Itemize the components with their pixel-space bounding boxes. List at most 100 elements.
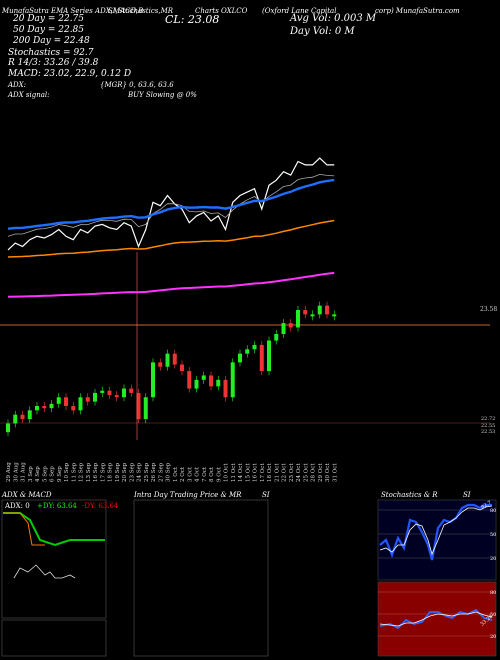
stoch-label: Stochastics = 92.7 xyxy=(8,48,94,58)
candle-body xyxy=(180,364,184,372)
date-label: 17 Oct xyxy=(260,463,266,482)
rsi-signal-line xyxy=(379,611,493,627)
date-label: 19 Sep xyxy=(115,462,121,482)
date-label: 27 Sep xyxy=(158,462,164,482)
header-site: corp) MunafaSutra.com xyxy=(375,7,460,15)
candle-body xyxy=(288,323,293,328)
avg-vol: Avg Vol: 0.003 M xyxy=(290,13,377,24)
candle-body xyxy=(151,362,155,398)
date-label: 31 Aug xyxy=(21,462,27,482)
date-label: 20 Sep xyxy=(122,462,128,482)
candle-body xyxy=(165,353,170,367)
buy-label: BUY Slowing @ 0% xyxy=(128,91,197,99)
adx-signal-label: ADX signal: xyxy=(8,91,50,99)
date-label: 26 Sep xyxy=(151,462,157,482)
stoch-d-line xyxy=(379,505,493,556)
ema5-line xyxy=(7,173,335,237)
candle-body xyxy=(267,340,271,372)
date-label: 2 Oct xyxy=(180,466,186,482)
candle-body xyxy=(78,397,83,411)
intraday-panel xyxy=(133,499,269,657)
date-label: 4 Sep xyxy=(35,466,41,482)
date-label: 11 Oct xyxy=(231,463,237,482)
macd-label: MACD: 23.02, 22.9, 0.12 D xyxy=(8,69,132,79)
rsi-panel xyxy=(377,581,497,657)
price-line xyxy=(7,157,335,251)
candle-body xyxy=(49,403,54,409)
stoch-value: 92.7 xyxy=(480,500,493,511)
candle-body xyxy=(6,423,10,433)
candle-body xyxy=(245,349,250,354)
stoch-level-label: 20 xyxy=(490,556,496,562)
ema50-label: 50 Day = 22.85 xyxy=(13,25,85,35)
date-label: 28 Oct xyxy=(311,463,317,482)
date-label: 13 Sep xyxy=(86,462,92,482)
macd-line xyxy=(13,564,76,579)
date-label: 15 Oct xyxy=(245,463,251,482)
intraday-title: Intra Day Trading Price & MR xyxy=(134,491,242,499)
candle-body xyxy=(296,310,300,328)
candle-body xyxy=(71,406,76,411)
candle-body xyxy=(317,305,322,315)
candle-body xyxy=(223,379,228,398)
candle-body xyxy=(20,414,25,420)
candle-body xyxy=(136,392,141,420)
price-label-4: 22.53 xyxy=(481,429,496,435)
rsi-level-label: 20 xyxy=(490,634,496,640)
candle-body xyxy=(64,397,68,406)
date-label: 4 Oct xyxy=(195,466,201,482)
price-label-2: 22.72 xyxy=(481,416,496,422)
date-label: 17 Sep xyxy=(100,462,106,482)
mgr-label: {MGR} 0, 63.6, 63.6 xyxy=(100,81,174,89)
candle-body xyxy=(201,375,206,380)
date-label: 9 Oct xyxy=(216,466,222,482)
header-indicators: SI,Stochastics,MR xyxy=(108,7,174,15)
candle-body xyxy=(13,414,18,424)
candle-body xyxy=(209,375,213,387)
candle-body xyxy=(107,390,112,396)
stoch-panel xyxy=(377,499,497,581)
date-label: 24 Sep xyxy=(137,462,143,482)
date-label: 3 Oct xyxy=(187,466,193,482)
candle-body xyxy=(143,397,148,420)
date-label: 8 Oct xyxy=(209,466,215,482)
candle-body xyxy=(216,379,221,387)
macd-panel xyxy=(1,619,107,657)
candle-body xyxy=(114,395,119,398)
rsi-level-label: 50 xyxy=(490,612,496,618)
adx-panel xyxy=(1,499,107,619)
date-label: 23 Sep xyxy=(129,462,135,482)
header-tags: MunafaSutra EMA Series ADX,MACD,B xyxy=(2,7,144,15)
adx-macd-title: ADX & MACD xyxy=(2,491,52,499)
date-label: 16 Oct xyxy=(253,463,259,482)
date-label: 29 Aug xyxy=(6,462,12,482)
date-label: 6 Sep xyxy=(50,466,56,482)
date-label: 3 Sep xyxy=(28,466,34,482)
stoch-k-line xyxy=(379,503,492,561)
rsi-level-label: 80 xyxy=(490,590,496,596)
date-label: 18 Sep xyxy=(108,462,114,482)
date-label: 21 Oct xyxy=(274,463,280,482)
date-label: 16 Sep xyxy=(93,462,99,482)
r-label: R 14/3: 33.26 / 39.8 xyxy=(8,58,99,68)
candle-body xyxy=(158,362,163,367)
adx-value: ADX: 0 xyxy=(5,502,30,510)
stoch-si: SI xyxy=(463,491,471,499)
ema200-label: 200 Day = 22.48 xyxy=(13,36,90,46)
date-label: 30 Sep xyxy=(166,462,172,482)
date-label: 14 Oct xyxy=(238,463,244,482)
candle-body xyxy=(27,410,32,420)
date-label: 10 Oct xyxy=(224,463,230,482)
date-label: 24 Oct xyxy=(296,463,302,482)
ema50-line xyxy=(7,219,335,258)
candle-body xyxy=(56,397,61,404)
date-label: 12 Sep xyxy=(79,462,85,482)
candle-body xyxy=(42,406,47,409)
date-label: 22 Oct xyxy=(282,463,288,482)
day-vol: Day Vol: 0 M xyxy=(290,26,355,37)
ema20-label: 20 Day = 22.75 xyxy=(13,14,85,24)
date-label: 1 Oct xyxy=(173,466,179,482)
date-label: 25 Sep xyxy=(144,462,150,482)
candle-body xyxy=(93,392,97,402)
